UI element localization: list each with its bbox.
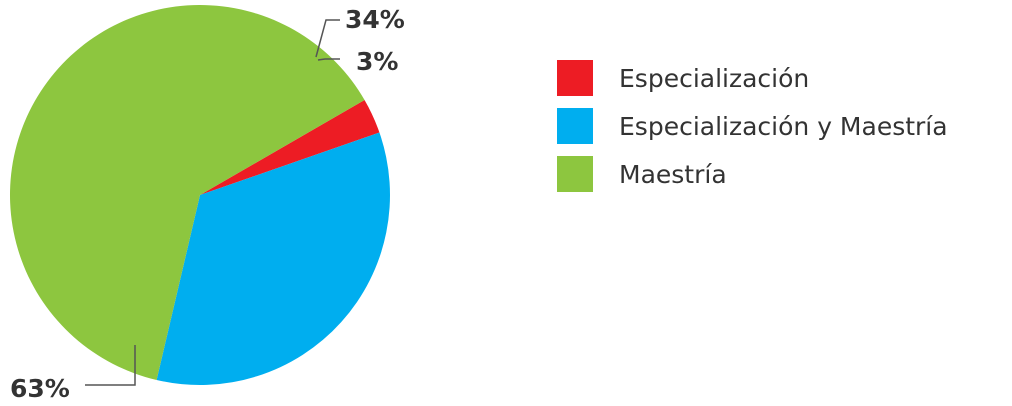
leader-lines	[85, 19, 340, 386]
legend: Especialización Especialización y Maestrí…	[557, 60, 948, 192]
slice-label-especializacion-y-maestria: 34%	[345, 5, 405, 34]
legend-label-maestria: Maestría	[619, 160, 727, 189]
pie-slice-especializacion-y-maestria	[156, 132, 390, 386]
leader-line-especializacion-y-maestria	[315, 19, 340, 58]
pie-slices	[9, 4, 390, 386]
legend-swatch-maestria	[557, 156, 593, 192]
legend-swatch-especializacion-y-maestria	[557, 108, 593, 144]
pie-slice-maestria	[9, 4, 365, 380]
legend-item-especializacion-y-maestria: Especialización y Maestría	[557, 108, 948, 144]
legend-label-especializacion: Especialización	[619, 64, 809, 93]
leader-line-maestria	[85, 345, 136, 386]
leader-line-especializacion	[317, 58, 340, 61]
legend-item-maestria: Maestría	[557, 156, 727, 192]
pie-slice-especializacion	[200, 100, 380, 195]
slice-labels: 3% 34% 63%	[10, 5, 405, 403]
legend-item-especializacion: Especialización	[557, 60, 809, 96]
slice-label-especializacion: 3%	[356, 47, 398, 76]
legend-label-especializacion-y-maestria: Especialización y Maestría	[619, 112, 948, 141]
legend-swatch-especializacion	[557, 60, 593, 96]
slice-label-maestria: 63%	[10, 374, 70, 403]
